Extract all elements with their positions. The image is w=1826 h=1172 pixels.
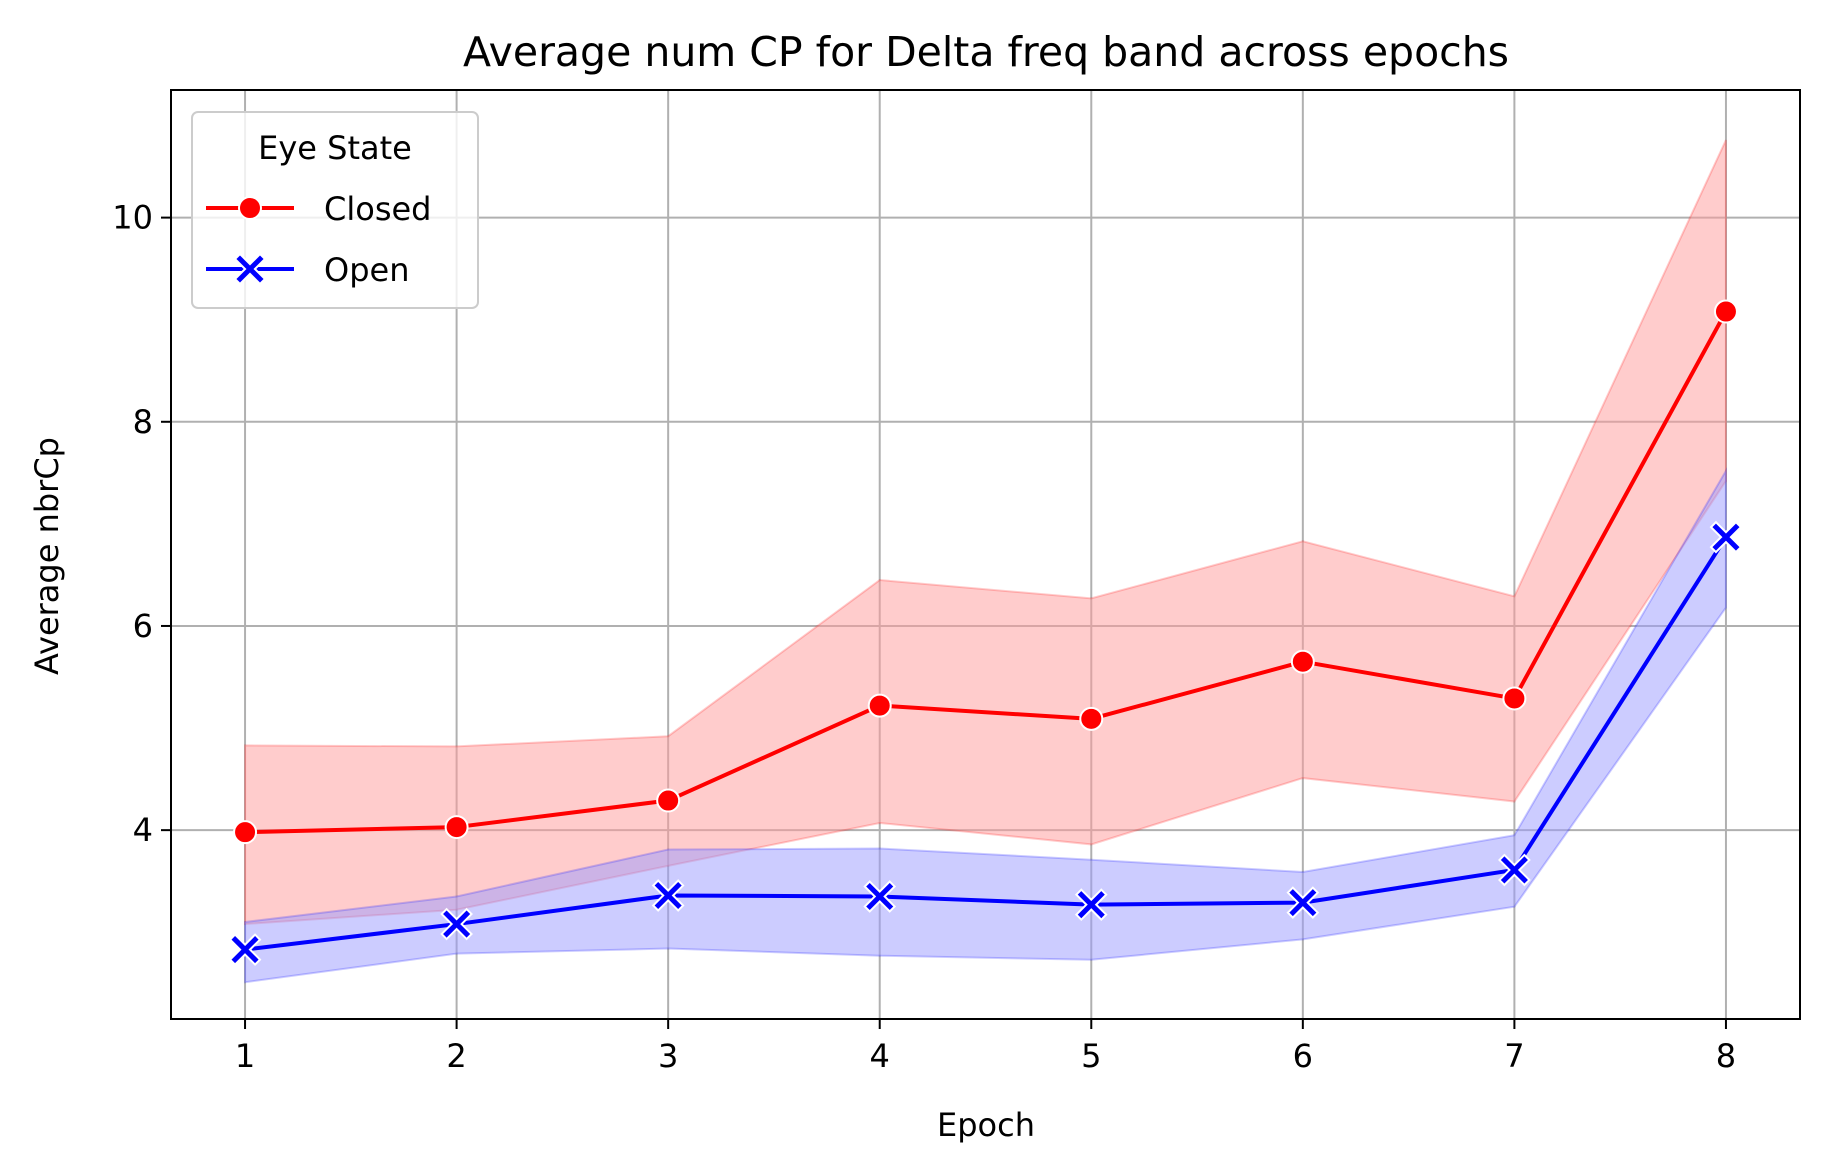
data-point-open-mark [231,936,259,964]
legend-swatch-marker-closed [238,196,262,220]
data-point-closed [656,788,681,813]
data-point-closed [1502,686,1527,711]
y-tick-label: 8 [133,403,153,441]
y-tick-label: 10 [112,199,153,237]
data-point-closed [444,815,469,840]
data-point-open-mark [1289,889,1317,917]
legend: Eye State Closed Open [191,111,479,309]
x-tick-label: 1 [235,1037,255,1075]
series-line-closed [242,308,1729,835]
data-point-closed [1290,649,1315,674]
x-tick-label: 3 [658,1037,678,1075]
data-point-closed [233,820,258,845]
x-tick-label: 6 [1293,1037,1313,1075]
data-point-open-mark [1077,891,1105,919]
x-axis-ticks: 1 2 3 4 5 6 7 8 [235,1019,1736,1075]
series-markers [228,299,1743,966]
data-point-open [440,907,473,941]
x-tick-label: 4 [870,1037,890,1075]
y-axis-label: Average nbrCp [28,437,66,675]
data-point-open [1286,886,1320,919]
legend-label-open: Open [324,251,409,289]
data-point-open-mark [1712,523,1740,551]
data-point-open [228,933,262,966]
x-tick-label: 5 [1081,1037,1101,1075]
data-point-open [863,880,897,913]
x-tick-label: 2 [446,1037,466,1075]
data-point-open [1498,853,1531,887]
data-point-open-mark [443,910,471,938]
chart-title: Average num CP for Delta freq band acros… [463,28,1509,76]
legend-title: Eye State [258,129,412,167]
data-point-open-mark [654,881,682,910]
data-point-open-mark [866,882,894,911]
legend-item-closed: Closed [206,190,431,228]
legend-item-open: Open [206,251,409,289]
series-line-open [242,534,1729,952]
data-point-open [651,879,685,912]
plot-frame [170,89,1801,1020]
data-point-open [1074,888,1108,922]
legend-label-closed: Closed [324,190,431,228]
data-point-open [1709,520,1743,554]
y-axis-ticks: 4 6 8 10 [112,199,171,849]
series-lines [242,308,1729,952]
x-axis-label: Epoch [937,1106,1035,1144]
data-point-closed [867,693,892,718]
x-tick-label: 8 [1716,1037,1736,1075]
data-point-closed [1713,299,1738,324]
data-point-closed [1079,706,1104,731]
y-tick-label: 6 [133,607,153,645]
x-tick-label: 7 [1504,1037,1524,1075]
y-tick-label: 4 [133,811,153,849]
legend-swatch-marker-open-inner [236,255,264,283]
data-point-open-mark [1500,856,1528,884]
